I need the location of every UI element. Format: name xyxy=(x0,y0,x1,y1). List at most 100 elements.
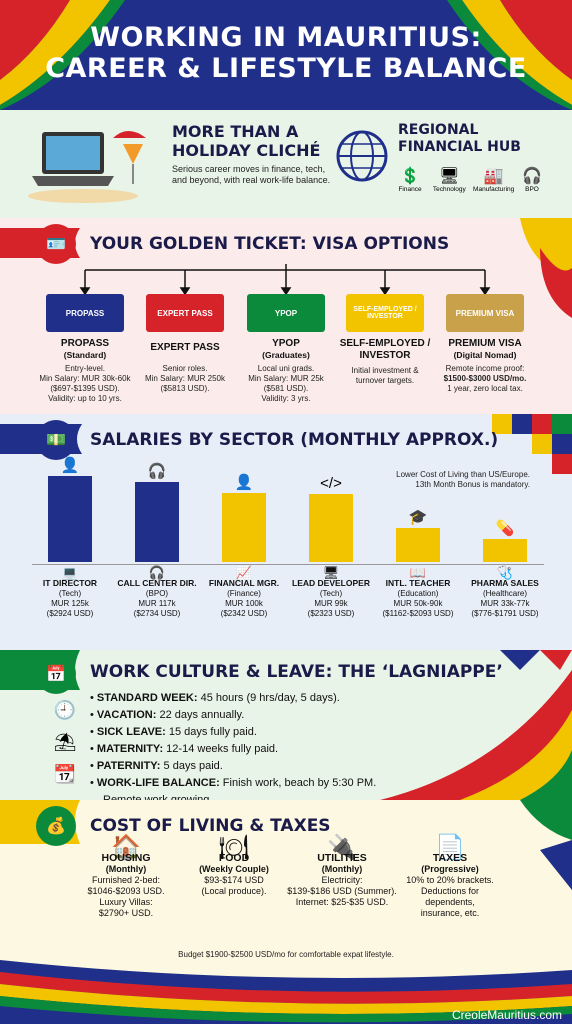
clock-icon: 🕘 xyxy=(53,700,77,720)
visa-desc-line: Min Salary: MUR 250k xyxy=(144,374,226,383)
cost-line: dependents, xyxy=(425,897,475,907)
salary-mur: MUR 99k xyxy=(314,599,348,608)
salary-label-it-director: 💻 IT DIRECTOR (Tech) MUR 125k ($2924 USD… xyxy=(26,566,114,619)
salaries-note: Lower Cost of Living than US/Europe. 13t… xyxy=(360,470,530,490)
sector-bpo: 🎧 BPO xyxy=(520,166,544,193)
salary-bar-icon: 💊 xyxy=(495,520,515,537)
intro-right-title-1: REGIONAL xyxy=(398,122,479,138)
cost-line: $93-$174 USD xyxy=(204,875,264,885)
salary-chart: 👤 🎧 👤 </> 🎓 💊 xyxy=(48,457,528,562)
sector-icons: 💲 Finance 🖥 Technology 🏭 Manufacturing 🎧… xyxy=(394,166,544,193)
visa-desc-line: ($5813 USD). xyxy=(160,384,210,393)
salary-usd: ($2734 USD) xyxy=(133,609,181,618)
cost-head: FOOD xyxy=(218,852,250,864)
footer-site-link[interactable]: CreoleMauritius.com xyxy=(451,1008,562,1022)
sector-label: Manufacturing xyxy=(473,186,515,193)
salary-bar xyxy=(396,528,440,562)
cost-line: 10% to 20% brackets. xyxy=(406,875,494,885)
culture-last-line: Remote work growing. xyxy=(103,794,213,800)
salary-bar xyxy=(222,493,266,562)
sector-manufacturing: 🏭 Manufacturing xyxy=(473,166,515,193)
cost-head: UTILITIES xyxy=(317,852,367,864)
salary-bar-icon: </> xyxy=(320,475,342,492)
culture-item: • STANDARD WEEK: 45 hours (9 hrs/day, 5 … xyxy=(90,692,340,704)
culture-text: 12-14 weeks fully paid. xyxy=(163,743,279,755)
sector-label: BPO xyxy=(525,186,539,193)
cost-col-utilities: 🔌 UTILITIES (Monthly) Electricity: $139-… xyxy=(282,836,402,908)
culture-item: • WORK-LIFE BALANCE: Finish work, beach … xyxy=(90,777,377,789)
salary-sector: (Education) xyxy=(397,589,439,598)
intro-section: MORE THAN A HOLIDAY CLICHÉ Serious caree… xyxy=(0,110,572,218)
visa-desc: Remote income proof: $1500-$3000 USD/mo.… xyxy=(430,364,540,394)
visa-desc-line: Validity: up to 10 yrs. xyxy=(48,394,122,403)
id-card-icon: 🪪 xyxy=(36,224,76,264)
culture-item: • MATERNITY: 12-14 weeks fully paid. xyxy=(90,743,279,755)
culture-text: 22 days annually. xyxy=(156,709,245,721)
salary-mur: MUR 125k xyxy=(51,599,89,608)
sector-label: Finance xyxy=(398,186,422,193)
visa-card-badge: EXPERT PASS xyxy=(146,294,224,332)
salary-usd: ($776-$1791 USD) xyxy=(471,609,539,618)
salaries-icon-wrap: 💵 xyxy=(36,420,76,460)
salary-sector: (Healthcare) xyxy=(482,589,527,598)
intro-left-text: Serious career moves in finance, tech, a… xyxy=(172,164,331,185)
visa-desc-line: 1 year, zero local tax. xyxy=(447,384,523,393)
visa-desc-line: Local uni grads. xyxy=(257,364,315,373)
chart-baseline xyxy=(32,564,544,565)
visa-card-badge: PROPASS xyxy=(46,294,124,332)
salary-bar xyxy=(135,482,179,562)
cost-line: Furnished 2-bed: xyxy=(91,875,161,885)
salary-mur: MUR 33k-77k xyxy=(480,599,530,608)
cost-line: $2790+ USD. xyxy=(98,908,154,918)
culture-label: MATERNITY: xyxy=(96,743,164,755)
visa-card-badge: SELF-EMPLOYED / INVESTOR xyxy=(346,294,424,332)
salary-role: FINANCIAL MGR. xyxy=(208,578,280,588)
visa-card-badge: PREMIUM VISA xyxy=(446,294,524,332)
cost-head: HOUSING xyxy=(101,852,151,864)
cost-line: Electricity: xyxy=(321,875,363,885)
salary-bar xyxy=(309,494,353,562)
book-icon: 📖 xyxy=(409,565,427,580)
salary-bar-icon: 🎓 xyxy=(408,509,428,526)
visa-desc-line: Min Salary: MUR 30k-60k xyxy=(39,374,131,383)
cost-budget-note: Budget $1900-$2500 USD/mo for comfortabl… xyxy=(178,950,394,959)
visa-expert-pass: EXPERT PASS EXPERT PASS Senior roles. Mi… xyxy=(130,294,240,394)
visa-premium: PREMIUM VISA PREMIUM VISA (Digital Nomad… xyxy=(430,294,540,394)
salary-usd: ($2924 USD) xyxy=(46,609,94,618)
stethoscope-icon: 🩺 xyxy=(496,565,514,580)
cost-sub: (Progressive) xyxy=(421,864,479,874)
culture-label: SICK LEAVE: xyxy=(96,726,166,738)
visa-name-2: INVESTOR xyxy=(359,350,411,361)
intro-right-title: REGIONAL FINANCIAL HUB xyxy=(398,122,521,156)
visa-connectors xyxy=(79,264,491,296)
page-title: WORKING IN MAURITIUS: CAREER & LIFESTYLE… xyxy=(0,22,572,84)
culture-side-icons: 🕘 ⛱ 📆 xyxy=(50,694,80,790)
intro-left-title-1: MORE THAN A xyxy=(172,122,299,141)
visa-desc-line: Initial investment & xyxy=(351,366,419,375)
sector-finance: 💲 Finance xyxy=(394,166,426,193)
cost-col-housing: 🏠 HOUSING (Monthly) Furnished 2-bed: $10… xyxy=(66,836,186,919)
cost-line: insurance, etc. xyxy=(420,908,480,918)
calendar-grid-icon: 📆 xyxy=(53,764,77,784)
headset-icon: 🎧 xyxy=(522,168,542,185)
salary-sector: (Finance) xyxy=(227,589,261,598)
cost-line: Internet: $25-$35 USD. xyxy=(295,897,389,907)
culture-text: 45 hours (9 hrs/day, 5 days). xyxy=(197,692,340,704)
visa-name: YPOP xyxy=(272,338,300,349)
visa-desc: Local uni grads. Min Salary: MUR 25k ($5… xyxy=(231,364,341,404)
header-stripes xyxy=(0,0,572,110)
salary-bar-icon: 👤 xyxy=(60,457,80,474)
laptop-cocktail-icon xyxy=(28,131,146,203)
visa-name: PREMIUM VISA xyxy=(448,338,522,349)
salary-role: PHARMA SALES xyxy=(471,578,539,588)
header-banner: WORKING IN MAURITIUS: CAREER & LIFESTYLE… xyxy=(0,0,572,110)
visa-desc-line: Senior roles. xyxy=(162,364,208,373)
salaries-section: 💵 SALARIES BY SECTOR (MONTHLY APPROX.) L… xyxy=(0,414,572,650)
salary-label-financial-mgr: 📈 FINANCIAL MGR. (Finance) MUR 100k ($23… xyxy=(200,566,288,619)
ticket-icon: 🪪 xyxy=(36,224,76,264)
salary-mur: MUR 50k-90k xyxy=(393,599,443,608)
salary-usd: ($1162-$2093 USD) xyxy=(382,609,454,618)
culture-section: 📅 WORK CULTURE & LEAVE: THE ‘LAGNIAPPE’ … xyxy=(0,650,572,800)
culture-title: WORK CULTURE & LEAVE: THE ‘LAGNIAPPE’ xyxy=(90,662,503,682)
salary-mur: MUR 117k xyxy=(138,599,176,608)
